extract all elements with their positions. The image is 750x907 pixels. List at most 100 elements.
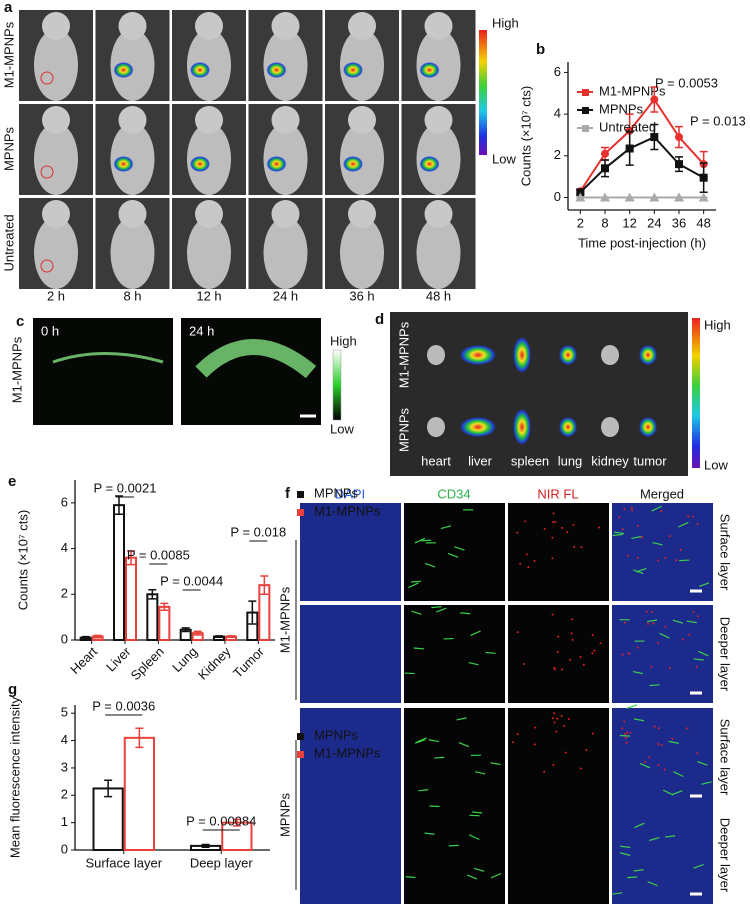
- nir-dot: [552, 763, 555, 766]
- point: [625, 126, 634, 135]
- nir-dot: [636, 524, 639, 527]
- nir-dot: [623, 720, 626, 723]
- nir-dot: [657, 742, 660, 745]
- bar: [92, 787, 124, 852]
- nir-dot: [647, 622, 650, 625]
- vessel: [673, 771, 684, 778]
- y-tick-label: 0: [554, 189, 561, 204]
- nir-dot: [551, 557, 554, 560]
- error-bar: [215, 635, 223, 639]
- organ: [559, 417, 577, 437]
- vessel: [454, 546, 465, 551]
- error-bar: [81, 635, 90, 640]
- vessel: [466, 874, 478, 880]
- legend-entry: MPNPs: [297, 485, 359, 500]
- nir-dot: [671, 737, 674, 740]
- vessel: [647, 881, 658, 887]
- vessel: [634, 822, 645, 829]
- nir-dot: [553, 712, 556, 715]
- y-tick-label: 6: [554, 64, 561, 79]
- mouse-head: [424, 106, 453, 134]
- nir-dot: [533, 743, 536, 746]
- nir-dot: [573, 545, 576, 548]
- mouse-body: [34, 29, 78, 101]
- nir-dot: [566, 531, 569, 534]
- y-tick-label: 4: [61, 540, 68, 555]
- organ-label: heart: [421, 453, 451, 468]
- micrograph: [300, 605, 401, 703]
- signal: [113, 62, 134, 78]
- y-tick-label: 4: [554, 106, 561, 121]
- p-value: P = 0.013: [690, 113, 746, 128]
- organ: [601, 345, 619, 365]
- nir-dot: [561, 668, 564, 671]
- vessel: [698, 650, 709, 657]
- nir-dot: [524, 520, 527, 523]
- column-header: CD34: [437, 486, 470, 501]
- organ: [639, 417, 657, 437]
- mouse-body: [263, 217, 308, 289]
- time-label: 48 h: [426, 288, 451, 303]
- nir-dot: [663, 768, 666, 771]
- column-header: Merged: [640, 486, 684, 501]
- nir-dot: [554, 521, 557, 524]
- organ-label: kidney: [591, 453, 629, 468]
- panel-letter: f: [285, 485, 291, 502]
- scale-label: High: [492, 15, 519, 30]
- vessel: [649, 837, 660, 842]
- nir-dot: [668, 535, 671, 538]
- legend-marker: [297, 509, 304, 516]
- error-bar: [227, 635, 235, 639]
- nir-dot: [628, 652, 631, 655]
- organ: [427, 345, 445, 365]
- signal: [113, 156, 134, 172]
- legend-marker: [297, 733, 304, 740]
- bar: [113, 504, 125, 641]
- signal: [343, 156, 363, 172]
- nir-dot: [648, 756, 651, 759]
- nir-dot: [624, 733, 627, 736]
- series-line: [579, 97, 705, 192]
- legend-entry: MPNPs: [297, 727, 359, 742]
- error-bar: [201, 843, 210, 849]
- nir-dot: [557, 635, 560, 638]
- vessel: [672, 790, 683, 796]
- signal: [190, 156, 210, 172]
- vessel: [646, 619, 658, 623]
- nir-dot: [516, 631, 519, 634]
- x-tick-label: 48: [696, 215, 710, 230]
- nir-dot: [571, 638, 574, 641]
- layer-label: Deeper layer: [718, 818, 733, 893]
- nir-dot: [660, 510, 663, 513]
- nir-dot: [686, 727, 689, 730]
- vessel: [614, 531, 625, 535]
- legend-marker: [297, 491, 304, 498]
- error-bar: [115, 495, 123, 516]
- organ: [513, 409, 531, 445]
- nir-dot: [552, 512, 555, 515]
- nir-dot: [552, 520, 555, 523]
- vessel: [626, 704, 638, 709]
- nir-dot: [551, 536, 554, 539]
- mouse-head: [348, 200, 376, 228]
- nir-dot: [561, 526, 564, 529]
- micrograph: [404, 708, 505, 806]
- nir-dot: [688, 633, 691, 636]
- vessel: [633, 718, 645, 722]
- nir-dot: [657, 727, 660, 730]
- mouse-body: [110, 29, 155, 101]
- vessel: [686, 620, 697, 624]
- layer-label: Deeper layer: [718, 617, 733, 692]
- legend-label: MPNPs: [599, 101, 644, 116]
- nir-dot: [664, 556, 667, 559]
- organ-label: spleen: [511, 453, 549, 468]
- column-header: NIR FL: [537, 486, 578, 501]
- legend-marker: [582, 89, 589, 96]
- scale-label: Low: [492, 151, 516, 166]
- colorbar: [479, 30, 487, 155]
- column-header: DAPI: [335, 486, 365, 501]
- row-label: Untreated: [1, 214, 16, 271]
- mouse-body: [263, 123, 308, 195]
- nir-dot: [525, 553, 528, 556]
- x-tick-label: 2: [577, 215, 584, 230]
